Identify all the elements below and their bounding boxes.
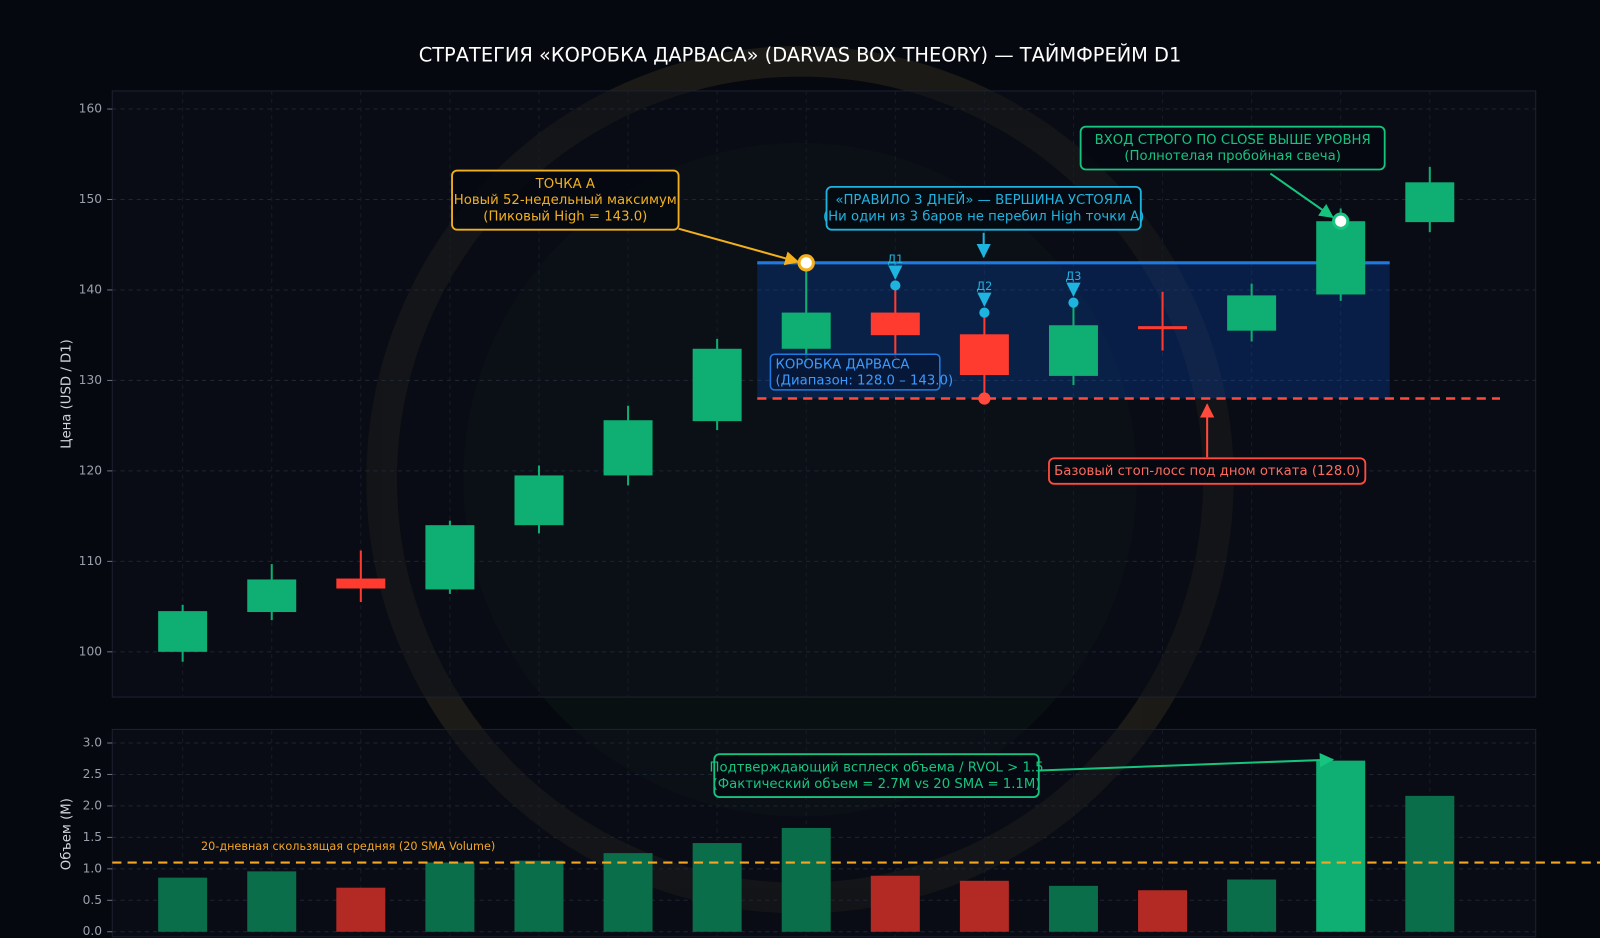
volume-bar: [781, 827, 831, 932]
day-dot: [1068, 297, 1079, 308]
day-label: Д3: [1066, 270, 1082, 283]
annotation-text: Подтверждающий всплеск объема / RVOL > 1…: [710, 759, 1044, 775]
annotation-box: [1079, 125, 1386, 171]
annotation-box: [713, 753, 1040, 798]
volume-bar: [514, 860, 564, 932]
y-tick-label: 3.0: [83, 736, 102, 750]
annotation-text: (Ни один из 3 баров не перебил High точк…: [823, 208, 1144, 224]
y-tick-label: 160: [79, 102, 102, 116]
candle-body: [336, 578, 386, 589]
day-dot: [979, 307, 990, 318]
candle-body: [781, 312, 831, 349]
annotation-text: «ПРАВИЛО 3 ДНЕЙ» — ВЕРШИНА УСТОЯЛА: [835, 190, 1132, 208]
arrow: [678, 227, 800, 266]
candle-body: [425, 525, 475, 590]
candle-body: [692, 348, 742, 422]
arrow: [1038, 752, 1335, 772]
volume-bar: [1048, 885, 1098, 932]
y-tick-label: 0.0: [83, 924, 102, 938]
y-axis-label: Цена (USD / D1): [59, 339, 74, 449]
volume-bar: [336, 887, 386, 932]
y-tick-label: 140: [79, 282, 102, 296]
y-axis-label: Объем (M): [58, 798, 74, 870]
y-tick-label: 120: [79, 463, 102, 477]
y-tick-label: 2.5: [83, 767, 102, 781]
volume-bar: [692, 843, 742, 932]
y-tick-label: 110: [79, 554, 102, 568]
day-dot: [890, 280, 901, 291]
volume-bar: [158, 877, 208, 932]
candle-body: [959, 334, 1009, 376]
point-a-dot: [797, 254, 815, 272]
volume-bar: [959, 880, 1009, 932]
box-label: КОРОБКА ДАРВАСА: [776, 357, 910, 372]
stop-label: Базовый стоп-лосс под дном отката (128.0…: [1054, 464, 1360, 479]
candle-body: [1227, 295, 1277, 331]
candle-body: [247, 579, 297, 613]
box-label-bg: [769, 353, 941, 391]
plot-area: [111, 90, 1537, 698]
sma-label: 20-дневная скользящая средняя (20 SMA Vo…: [201, 840, 495, 853]
volume-bar: [1227, 879, 1277, 932]
volume-bar: [1316, 760, 1366, 932]
candle-body: [1316, 221, 1366, 295]
candle-body: [1405, 182, 1455, 223]
day-label: Д1: [887, 253, 903, 266]
entry-dot: [1332, 212, 1350, 230]
arrow: [1269, 172, 1334, 218]
stop-label-bg: [1048, 457, 1367, 485]
chart-title: СТРАТЕГИЯ «КОРОБКА ДАРВАСА» (DARVAS BOX …: [419, 43, 1182, 67]
volume-bar: [1138, 890, 1188, 932]
candle-body: [1138, 326, 1188, 330]
annotation-text: ТОЧКА А: [535, 177, 595, 192]
volume-bar: [247, 871, 297, 932]
y-tick-label: 150: [79, 192, 102, 206]
y-tick-label: 100: [79, 644, 102, 658]
annotation-text: (Пиковый High = 143.0): [483, 209, 647, 224]
y-tick-label: 2.0: [83, 798, 102, 812]
day-label: Д2: [976, 280, 992, 293]
stop-dot: [978, 392, 991, 405]
annotation-text: (Фактический объем = 2.7M vs 20 SMA = 1.…: [713, 776, 1041, 792]
candle-body: [1048, 325, 1098, 376]
candle-body: [158, 611, 208, 652]
y-tick-label: 1.0: [83, 861, 102, 875]
volume-bar: [425, 862, 475, 932]
volume-bar: [1405, 795, 1455, 932]
annotation-text: (Полнотелая пробойная свеча): [1124, 148, 1341, 164]
annotation-box: [451, 169, 680, 231]
volume-bar: [870, 875, 920, 932]
volume-bar: [603, 853, 653, 932]
candle-body: [870, 312, 920, 336]
annotation-text: ВХОД СТРОГО ПО CLOSE ВЫШЕ УРОВНЯ: [1095, 133, 1371, 148]
candle-body: [603, 420, 653, 476]
box-label: (Диапазон: 128.0 – 143.0): [776, 374, 954, 389]
candle-body: [514, 475, 564, 526]
annotation-box: [825, 185, 1142, 231]
y-tick-label: 1.5: [83, 830, 102, 844]
annotation-text: Новый 52-недельный максимум: [454, 193, 677, 208]
y-tick-label: 130: [79, 373, 102, 387]
y-tick-label: 0.5: [83, 893, 102, 907]
